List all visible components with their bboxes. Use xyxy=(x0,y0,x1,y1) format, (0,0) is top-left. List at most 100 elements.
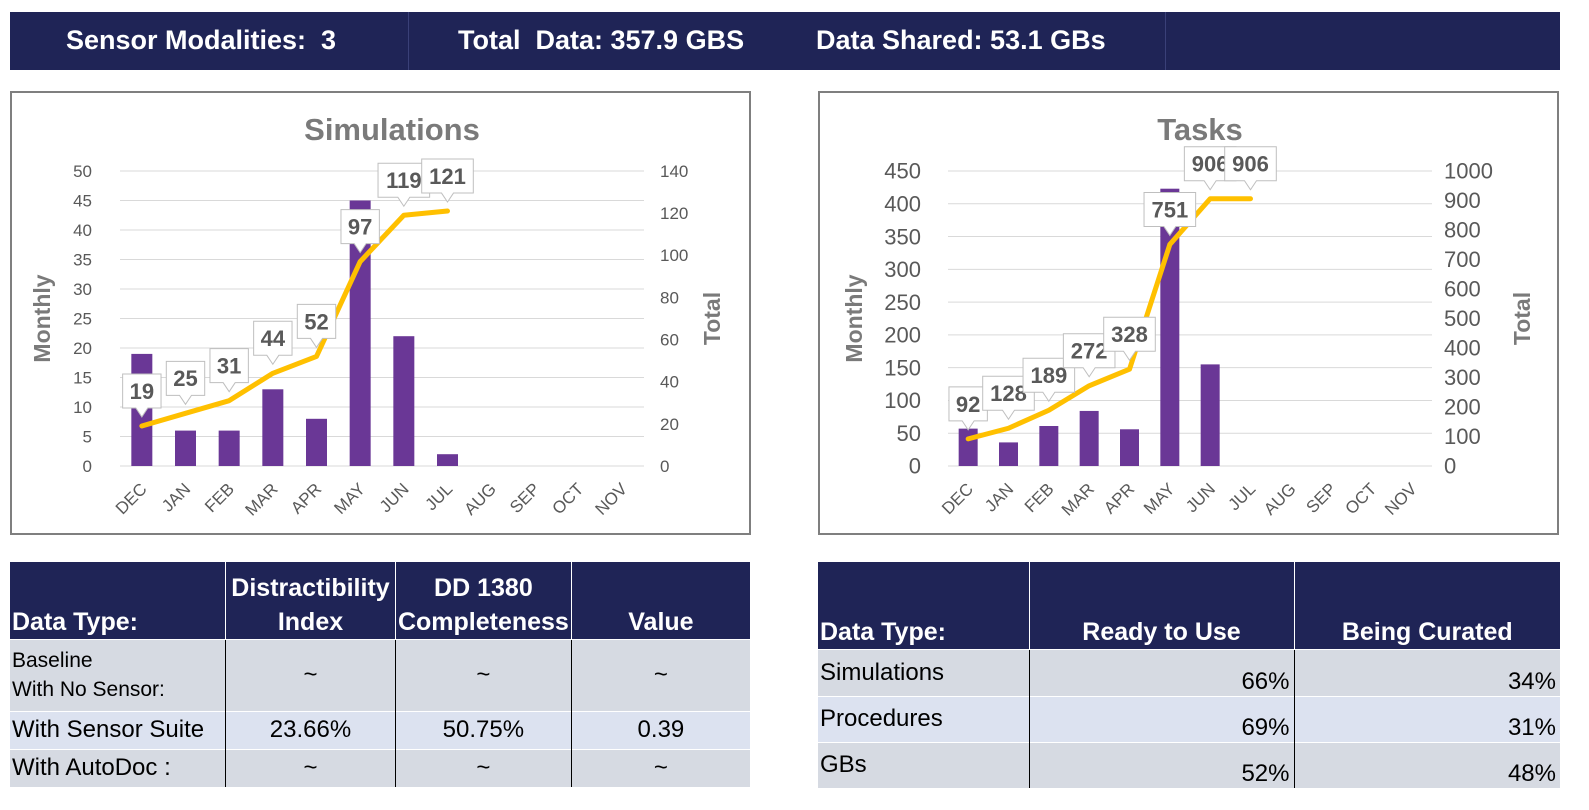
bar xyxy=(999,442,1018,466)
table-cell: 31% xyxy=(1294,695,1560,742)
table-cell: ~ xyxy=(395,748,572,787)
x-tick-label: JUL xyxy=(1225,479,1260,514)
table-cell: Baseline With No Sensor: xyxy=(10,638,227,711)
y2-tick-label: 300 xyxy=(1444,365,1481,390)
total-data-stat: Total Data: 357.9 GBS xyxy=(458,25,745,55)
table-cell: 66% xyxy=(1029,648,1295,696)
y-tick-label: 50 xyxy=(897,421,921,446)
column-header: Being Curated xyxy=(1294,562,1560,649)
y2-tick-label: 100 xyxy=(1444,424,1481,449)
y-tick-label: 0 xyxy=(909,454,921,479)
y2-tick-label: 0 xyxy=(660,457,669,476)
table-cell: 23.66% xyxy=(225,710,396,749)
y-tick-label: 300 xyxy=(884,257,921,282)
data-label: 19 xyxy=(130,379,154,404)
x-tick-label: MAY xyxy=(330,479,369,518)
data-label-callout xyxy=(1103,316,1156,362)
x-tick-label: JAN xyxy=(158,479,194,515)
y2-tick-label: 120 xyxy=(660,204,688,223)
sensor-metrics-table: Data Type: Distractibility Index DD 1380… xyxy=(10,562,750,787)
table-cell: With Sensor Suite xyxy=(10,710,227,749)
y2-tick-label: 600 xyxy=(1444,277,1481,302)
x-tick-label: DEC xyxy=(938,479,977,518)
x-tick-label: FEB xyxy=(201,479,238,516)
data-readiness-table: Data Type: Ready to Use Being Curated Si… xyxy=(818,562,1560,788)
series-line xyxy=(139,208,450,429)
table-row: With AutoDoc : ~ ~ ~ xyxy=(10,748,750,787)
x-tick-label: DEC xyxy=(112,479,151,518)
y2-tick-label: 700 xyxy=(1444,247,1481,272)
bar xyxy=(437,454,458,466)
table-cell: 69% xyxy=(1029,695,1295,742)
data-label: 906 xyxy=(1192,152,1229,177)
x-tick-label: SEP xyxy=(506,479,543,516)
y2-tick-label: 400 xyxy=(1444,336,1481,361)
data-label-callout xyxy=(1224,146,1277,191)
x-tick-label: NOV xyxy=(1381,479,1421,519)
column-header: Data Type: xyxy=(818,562,1030,649)
data-label-callout xyxy=(1143,191,1197,237)
y-tick-label: 50 xyxy=(73,162,92,181)
y2-tick-label: 20 xyxy=(660,415,679,434)
y-tick-label: 45 xyxy=(73,191,92,210)
y2-tick-label: 100 xyxy=(660,246,688,265)
x-tick-label: APR xyxy=(287,479,325,517)
table-cell: ~ xyxy=(571,638,750,711)
table-row: With Sensor Suite 23.66% 50.75% 0.39 xyxy=(10,710,750,749)
y-tick-label: 35 xyxy=(73,250,92,269)
y2-axis-title: Total xyxy=(699,292,725,345)
table-row: GBs 52% 48% xyxy=(818,741,1560,788)
table-row: Procedures 69% 31% xyxy=(818,695,1560,742)
y-tick-label: 0 xyxy=(83,457,92,476)
x-tick-label: JUN xyxy=(376,479,413,516)
table-cell: Procedures xyxy=(818,695,1030,742)
table-cell: 0.39 xyxy=(571,710,750,749)
y-tick-label: 20 xyxy=(73,339,92,358)
summary-banner: Sensor Modalities: 3 Total Data: 357.9 G… xyxy=(10,12,1560,70)
y2-tick-label: 800 xyxy=(1444,218,1481,243)
bar xyxy=(175,430,196,466)
y-axis-title: Monthly xyxy=(841,274,867,362)
data-label: 97 xyxy=(348,215,372,240)
data-label: 92 xyxy=(956,392,980,417)
x-tick-label: AUG xyxy=(461,479,500,518)
data-label: 52 xyxy=(304,309,328,334)
y2-tick-label: 40 xyxy=(660,373,679,392)
y-tick-label: 450 xyxy=(884,159,921,184)
y2-tick-label: 1000 xyxy=(1444,159,1493,184)
y2-tick-label: 900 xyxy=(1444,188,1481,213)
x-tick-label: JUN xyxy=(1182,479,1219,516)
y2-tick-label: 140 xyxy=(660,162,688,181)
table-cell: ~ xyxy=(395,638,572,711)
y2-axis-title: Total xyxy=(1509,292,1535,345)
column-header: DD 1380 Completeness xyxy=(395,562,572,639)
table-cell: GBs xyxy=(818,741,1030,788)
table-row: Simulations 66% 34% xyxy=(818,648,1560,696)
y-axis-title: Monthly xyxy=(29,274,55,362)
bar xyxy=(958,428,978,466)
data-label-callout xyxy=(122,373,162,418)
x-tick-label: AUG xyxy=(1260,479,1299,518)
x-tick-label: MAY xyxy=(1140,479,1179,518)
data-label-callout xyxy=(253,320,293,366)
x-tick-label: FEB xyxy=(1021,479,1058,516)
y-tick-label: 400 xyxy=(884,191,921,216)
y-tick-label: 10 xyxy=(73,398,92,417)
y2-tick-label: 0 xyxy=(1444,454,1456,479)
table-cell: 52% xyxy=(1029,741,1295,788)
data-label: 189 xyxy=(1030,363,1067,388)
bar xyxy=(306,418,327,466)
data-label: 751 xyxy=(1151,197,1188,222)
y-tick-label: 250 xyxy=(884,290,921,315)
data-label: 272 xyxy=(1071,339,1108,364)
column-header: Value xyxy=(571,562,750,639)
x-tick-label: JUL xyxy=(422,479,457,514)
y-tick-label: 5 xyxy=(83,427,92,446)
y-tick-label: 350 xyxy=(884,224,921,249)
table-cell: 34% xyxy=(1294,648,1560,696)
y-tick-label: 200 xyxy=(884,323,921,348)
y2-tick-label: 500 xyxy=(1444,306,1481,331)
y-tick-label: 40 xyxy=(73,221,92,240)
simulations-chart: Simulations 0 5 10 15 20 25 30 35 40 45 50 0 20 40 60 80… xyxy=(10,91,751,535)
chart-title: Tasks xyxy=(1157,112,1243,147)
